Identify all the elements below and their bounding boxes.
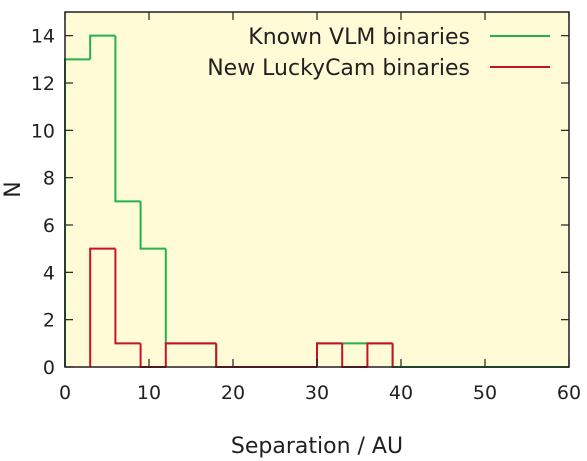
y-tick-label: 4 — [43, 262, 55, 284]
histogram-bin — [366, 342, 393, 367]
legend-label: Known VLM binaries — [248, 25, 470, 50]
plot-background — [65, 12, 569, 367]
y-tick-label: 0 — [43, 357, 55, 379]
y-tick-label: 12 — [31, 73, 55, 95]
y-axis-label: N — [1, 181, 26, 197]
y-tick-label: 2 — [43, 310, 55, 332]
y-tick-label: 10 — [31, 120, 55, 142]
legend: Known VLM binaries New LuckyCam binaries — [207, 25, 550, 81]
histogram-bin — [164, 342, 191, 367]
histogram-bin — [139, 201, 166, 250]
y-tick-label: 6 — [43, 215, 55, 237]
legend-label: New LuckyCam binaries — [207, 56, 470, 81]
x-tick-label: 30 — [305, 382, 329, 404]
histogram-bin — [114, 248, 141, 345]
x-tick-label: 50 — [473, 382, 497, 404]
x-tick-label: 20 — [221, 382, 245, 404]
ticks-layer: 0 10 20 30 40 50 60 0 2 4 6 8 10 12 14 — [31, 12, 581, 404]
histogram-bin — [89, 34, 116, 60]
y-tick-label: 14 — [31, 26, 55, 48]
histogram-bin — [114, 35, 141, 203]
x-tick-label: 0 — [59, 382, 71, 404]
x-tick-label: 10 — [137, 382, 161, 404]
x-tick-label: 40 — [389, 382, 413, 404]
histogram-bin — [89, 247, 116, 367]
y-tick-label: 8 — [43, 168, 55, 190]
x-tick-label: 60 — [557, 382, 581, 404]
x-axis-label: Separation / AU — [231, 434, 403, 459]
